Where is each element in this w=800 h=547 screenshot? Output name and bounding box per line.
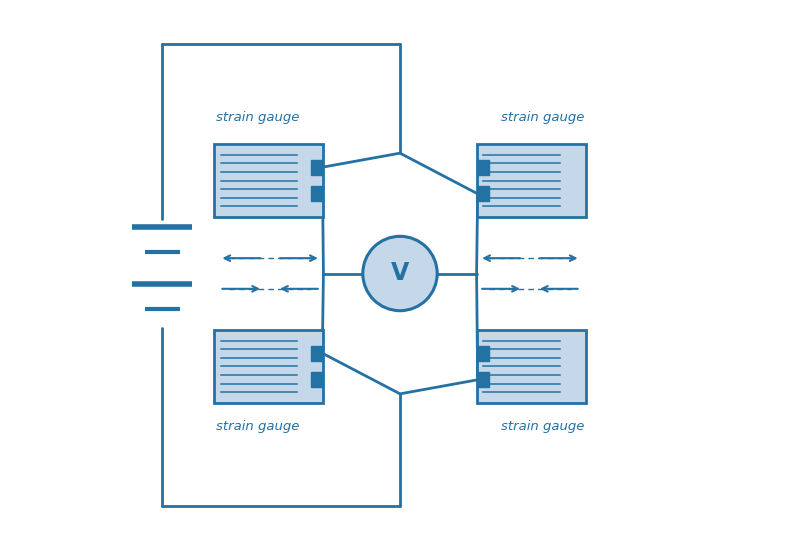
FancyBboxPatch shape [311,346,322,360]
FancyBboxPatch shape [311,187,322,201]
Text: strain gauge: strain gauge [216,112,299,124]
FancyBboxPatch shape [478,160,489,174]
FancyBboxPatch shape [477,329,586,404]
Text: strain gauge: strain gauge [501,420,584,433]
FancyBboxPatch shape [478,346,489,360]
Polygon shape [322,153,478,394]
FancyBboxPatch shape [478,187,489,201]
FancyBboxPatch shape [214,329,323,404]
FancyBboxPatch shape [311,373,322,387]
Text: strain gauge: strain gauge [501,112,584,124]
Text: strain gauge: strain gauge [216,420,299,433]
FancyBboxPatch shape [478,373,489,387]
FancyBboxPatch shape [311,160,322,174]
Circle shape [363,236,437,311]
Text: V: V [391,261,409,286]
FancyBboxPatch shape [214,143,323,217]
FancyBboxPatch shape [477,143,586,217]
